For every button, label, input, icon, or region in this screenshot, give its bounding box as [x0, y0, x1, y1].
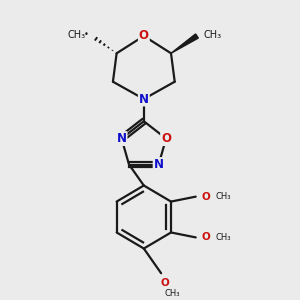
Text: O: O	[201, 232, 210, 242]
Text: CH₃: CH₃	[203, 30, 221, 40]
Text: CH₃: CH₃	[215, 233, 231, 242]
Text: CH₃: CH₃	[215, 192, 231, 201]
Text: CH₃: CH₃	[165, 289, 180, 298]
Text: CH₃: CH₃	[68, 30, 86, 40]
Text: O: O	[139, 29, 149, 43]
Text: N: N	[139, 92, 149, 106]
Polygon shape	[171, 34, 198, 53]
Text: O: O	[161, 132, 171, 145]
Text: N: N	[154, 158, 164, 171]
Text: O: O	[160, 278, 169, 288]
Text: O: O	[201, 192, 210, 202]
Text: N: N	[117, 132, 127, 145]
Text: •: •	[83, 30, 88, 39]
